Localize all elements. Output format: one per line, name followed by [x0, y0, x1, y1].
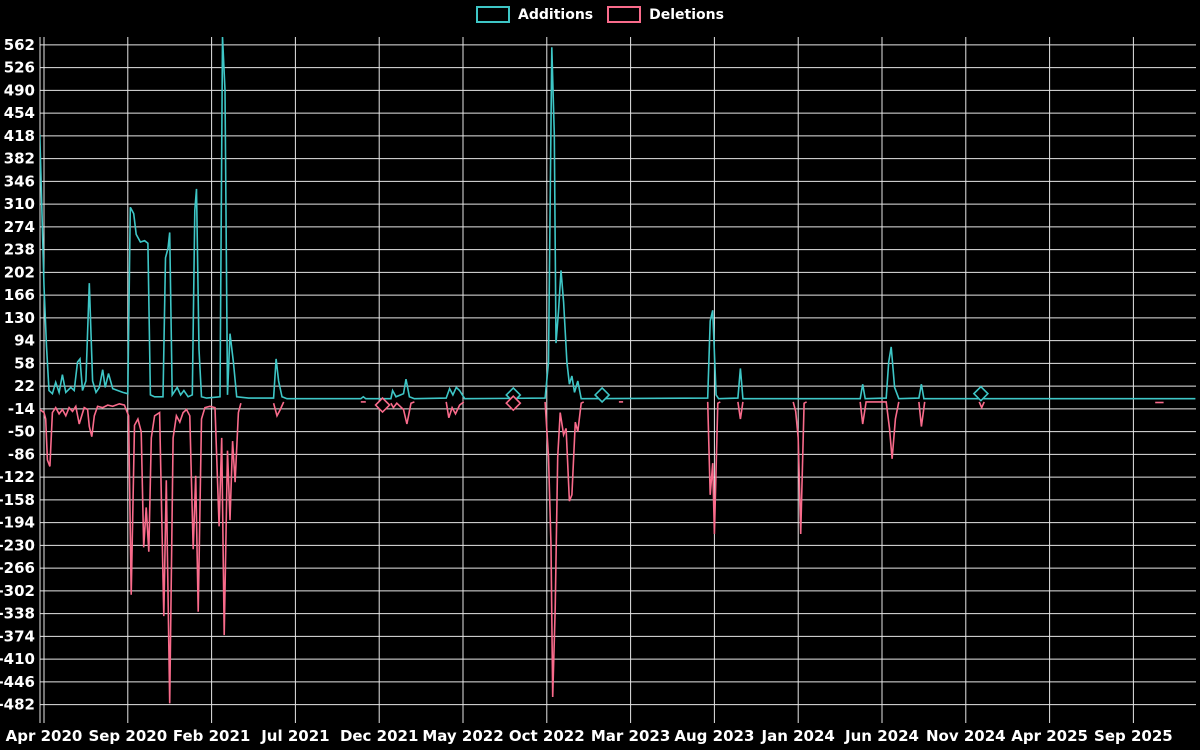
additions-legend-label: Additions	[518, 6, 594, 23]
x-tick-label: May 2022	[422, 727, 503, 745]
x-tick-label: Jun 2024	[844, 727, 919, 745]
y-tick-label: -194	[0, 514, 35, 532]
series-line-deletions	[859, 401, 900, 459]
series-line-deletions	[40, 402, 242, 704]
chart-legend: Additions Deletions	[0, 6, 1200, 23]
x-tick-label: Jul 2021	[260, 727, 329, 745]
y-tick-label: 454	[4, 104, 35, 122]
x-tick-label: Dec 2021	[340, 727, 419, 745]
series-marker-additions-diamond-icon	[593, 386, 611, 404]
additions-swatch-icon	[476, 6, 511, 23]
series-line-deletions	[445, 401, 465, 418]
y-tick-label: 238	[4, 241, 35, 259]
series-marker-deletions-diamond-icon	[505, 395, 522, 412]
series-line-deletions	[737, 401, 744, 420]
y-tick-label: 166	[4, 286, 35, 304]
y-tick-label: 418	[4, 127, 35, 145]
x-tick-label: Oct 2022	[509, 727, 585, 745]
series-line-deletions	[272, 401, 285, 418]
x-tick-label: Nov 2024	[926, 727, 1006, 745]
y-tick-label: -338	[0, 605, 35, 623]
series-marker-deletions-diamond-icon	[374, 396, 391, 414]
deletions-legend-label: Deletions	[649, 6, 724, 23]
x-tick-label: Sep 2025	[1094, 727, 1173, 745]
y-tick-label: -446	[0, 673, 35, 691]
series-line-deletions	[792, 401, 807, 535]
y-tick-label: 94	[14, 332, 35, 350]
y-tick-label: 310	[4, 195, 35, 213]
series-line-deletions	[544, 401, 585, 698]
series-line-deletions	[978, 401, 985, 410]
deletions-swatch-icon	[607, 6, 642, 23]
y-tick-label: -410	[0, 650, 35, 668]
y-tick-label: -122	[0, 468, 35, 486]
y-tick-label: 490	[4, 81, 35, 99]
x-tick-label: Jan 2024	[761, 727, 835, 745]
x-tick-label: Mar 2023	[591, 727, 670, 745]
series-marker-additions-diamond-icon	[972, 385, 990, 402]
y-tick-label: 58	[14, 354, 35, 372]
y-tick-label: -374	[0, 627, 35, 645]
x-tick-label: Apr 2025	[1011, 727, 1088, 745]
x-tick-label: Aug 2023	[674, 727, 754, 745]
series-line-deletions	[918, 401, 926, 427]
y-tick-label: -14	[8, 400, 35, 418]
y-tick-label: -482	[0, 696, 35, 714]
series-line-additions	[40, 37, 1196, 400]
x-tick-label: Feb 2021	[173, 727, 251, 745]
y-tick-label: -266	[0, 559, 35, 577]
y-tick-label: 526	[4, 59, 35, 77]
x-tick-label: Apr 2020	[6, 727, 83, 745]
y-tick-label: 202	[4, 263, 35, 281]
series-line-deletions	[706, 401, 721, 535]
y-tick-label: 382	[4, 150, 35, 168]
y-tick-label: 346	[4, 172, 35, 190]
series-line-deletions	[390, 401, 415, 425]
legend-item-additions[interactable]: Additions	[476, 6, 593, 23]
y-tick-label: 562	[4, 36, 35, 54]
y-tick-label: 274	[4, 218, 35, 236]
y-tick-label: -50	[8, 423, 35, 441]
x-tick-label: Sep 2020	[88, 727, 167, 745]
y-tick-label: 22	[14, 377, 35, 395]
y-tick-label: 130	[4, 309, 35, 327]
y-tick-label: -302	[0, 582, 35, 600]
legend-item-deletions[interactable]: Deletions	[607, 6, 724, 23]
y-tick-label: -230	[0, 536, 35, 554]
y-tick-label: -158	[0, 491, 35, 509]
y-tick-label: -86	[8, 445, 35, 463]
